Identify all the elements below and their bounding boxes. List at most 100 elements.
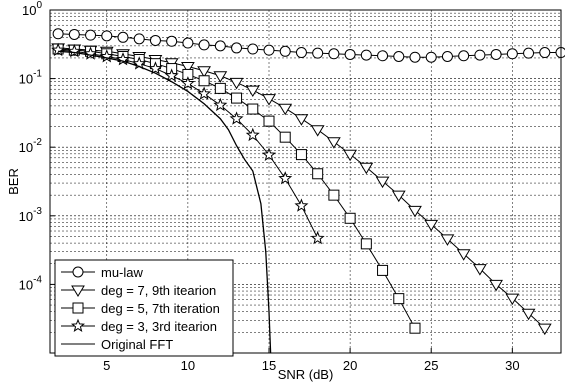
legend-marker xyxy=(71,285,85,297)
data-point xyxy=(247,103,259,115)
legend-item: deg = 7, 9th itearion xyxy=(61,283,216,298)
data-point xyxy=(343,149,357,162)
data-point xyxy=(197,66,211,78)
legend-item: deg = 3, 3rd itearion xyxy=(61,318,217,334)
data-point xyxy=(523,47,535,59)
data-point xyxy=(377,50,389,62)
data-point xyxy=(115,52,131,66)
legend-item: mu-law xyxy=(61,265,144,280)
x-tick-label: 25 xyxy=(424,358,438,373)
x-tick-label: 10 xyxy=(181,358,195,373)
y-tick-exponent: -4 xyxy=(33,274,42,285)
y-tick-base: 10 xyxy=(19,140,33,155)
data-point xyxy=(229,77,244,90)
data-point xyxy=(441,50,453,62)
data-point xyxy=(263,44,275,56)
data-point xyxy=(229,111,244,125)
data-point xyxy=(458,50,470,62)
data-point xyxy=(391,190,406,203)
data-point xyxy=(164,68,179,82)
data-point xyxy=(489,279,503,292)
data-point xyxy=(295,47,307,59)
data-point xyxy=(279,45,291,57)
y-tick-label: 10-1 xyxy=(19,69,43,87)
data-point xyxy=(360,49,372,61)
data-point xyxy=(408,205,422,218)
data-point xyxy=(213,71,228,83)
data-point xyxy=(68,28,80,40)
data-point xyxy=(295,149,307,161)
data-point xyxy=(231,92,243,104)
data-point xyxy=(505,293,520,306)
data-point xyxy=(294,198,309,212)
x-tick-label: 5 xyxy=(103,358,110,373)
data-point xyxy=(245,85,260,98)
data-point xyxy=(263,115,275,127)
data-point xyxy=(278,103,293,116)
y-axis-label: BER xyxy=(6,168,21,195)
data-point xyxy=(521,308,536,321)
y-tick-label: 10-4 xyxy=(19,274,43,292)
data-point xyxy=(149,34,161,46)
data-point xyxy=(344,48,356,60)
data-point xyxy=(409,51,421,63)
data-point xyxy=(166,35,178,47)
legend-label: deg = 5, 7th iteration xyxy=(101,301,220,316)
data-point xyxy=(328,189,340,201)
data-point xyxy=(312,47,324,59)
data-point xyxy=(474,49,486,61)
data-point xyxy=(197,86,212,100)
y-tick-base: 10 xyxy=(19,209,33,224)
data-point xyxy=(180,76,195,90)
series-4 xyxy=(58,50,272,354)
legend-marker xyxy=(72,302,84,314)
legend-label: mu-law xyxy=(101,265,144,280)
series-line xyxy=(58,50,272,354)
data-point xyxy=(424,219,439,232)
y-tick-exponent: 0 xyxy=(36,0,42,11)
y-tick-exponent: -2 xyxy=(33,137,42,148)
data-point xyxy=(294,114,309,126)
data-point xyxy=(198,39,210,51)
data-point xyxy=(83,46,98,60)
data-point xyxy=(85,29,97,41)
data-point xyxy=(214,40,226,52)
x-tick-label: 30 xyxy=(505,358,519,373)
data-point xyxy=(377,264,389,276)
data-point xyxy=(231,42,243,54)
data-point xyxy=(213,97,228,112)
x-tick-label: 20 xyxy=(343,358,357,373)
data-point xyxy=(312,168,324,180)
data-point xyxy=(214,82,226,94)
x-axis-label: SNR (dB) xyxy=(278,367,334,382)
data-point xyxy=(490,48,502,60)
data-point xyxy=(247,43,259,55)
legend: mu-law deg = 7, 9th itearion deg = 5, 7th … xyxy=(54,259,234,357)
data-point xyxy=(99,49,114,63)
legend-label: Original FFT xyxy=(101,337,173,352)
plot-frame xyxy=(49,9,562,354)
data-point xyxy=(359,162,374,175)
data-point xyxy=(198,75,210,87)
data-point xyxy=(393,50,405,62)
data-point xyxy=(360,238,372,250)
data-point xyxy=(425,51,437,63)
legend-item: deg = 5, 7th iteration xyxy=(61,301,220,316)
data-point xyxy=(393,293,405,305)
data-point xyxy=(67,43,82,58)
y-tick-label: 10-3 xyxy=(19,206,43,224)
series-3 xyxy=(51,42,325,245)
data-point xyxy=(409,322,421,334)
data-point xyxy=(279,131,291,143)
y-tick-exponent: -3 xyxy=(33,206,42,217)
legend-marker xyxy=(70,318,86,332)
y-tick-base: 10 xyxy=(19,277,33,292)
data-point xyxy=(51,42,66,57)
data-point xyxy=(148,61,163,75)
data-point xyxy=(52,28,64,40)
data-point xyxy=(181,62,195,74)
data-point xyxy=(278,171,293,185)
data-point xyxy=(456,249,471,261)
